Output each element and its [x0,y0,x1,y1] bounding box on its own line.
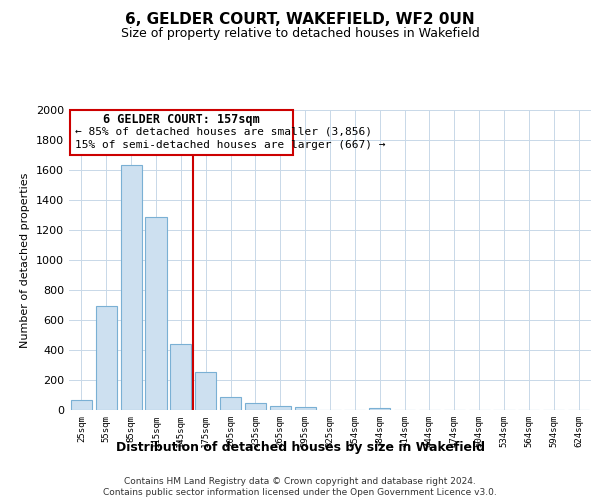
Bar [71,400,92,410]
Text: ← 85% of detached houses are smaller (3,856): ← 85% of detached houses are smaller (3,… [75,126,372,136]
Text: 6, GELDER COURT, WAKEFIELD, WF2 0UN: 6, GELDER COURT, WAKEFIELD, WF2 0UN [125,12,475,28]
Text: Contains public sector information licensed under the Open Government Licence v3: Contains public sector information licen… [103,488,497,497]
Text: 6 GELDER COURT: 157sqm: 6 GELDER COURT: 157sqm [103,112,260,126]
Bar [195,372,216,410]
Bar [170,344,191,410]
Bar [121,165,142,410]
Bar [220,396,241,410]
Text: Size of property relative to detached houses in Wakefield: Size of property relative to detached ho… [121,28,479,40]
Bar [96,306,117,410]
Bar [145,217,167,410]
Y-axis label: Number of detached properties: Number of detached properties [20,172,31,348]
Text: Contains HM Land Registry data © Crown copyright and database right 2024.: Contains HM Land Registry data © Crown c… [124,476,476,486]
Text: Distribution of detached houses by size in Wakefield: Distribution of detached houses by size … [115,441,485,454]
Bar [70,110,293,155]
Bar [295,407,316,410]
Text: 15% of semi-detached houses are larger (667) →: 15% of semi-detached houses are larger (… [75,140,386,150]
Bar [369,408,390,410]
Bar [270,406,291,410]
Bar [245,402,266,410]
